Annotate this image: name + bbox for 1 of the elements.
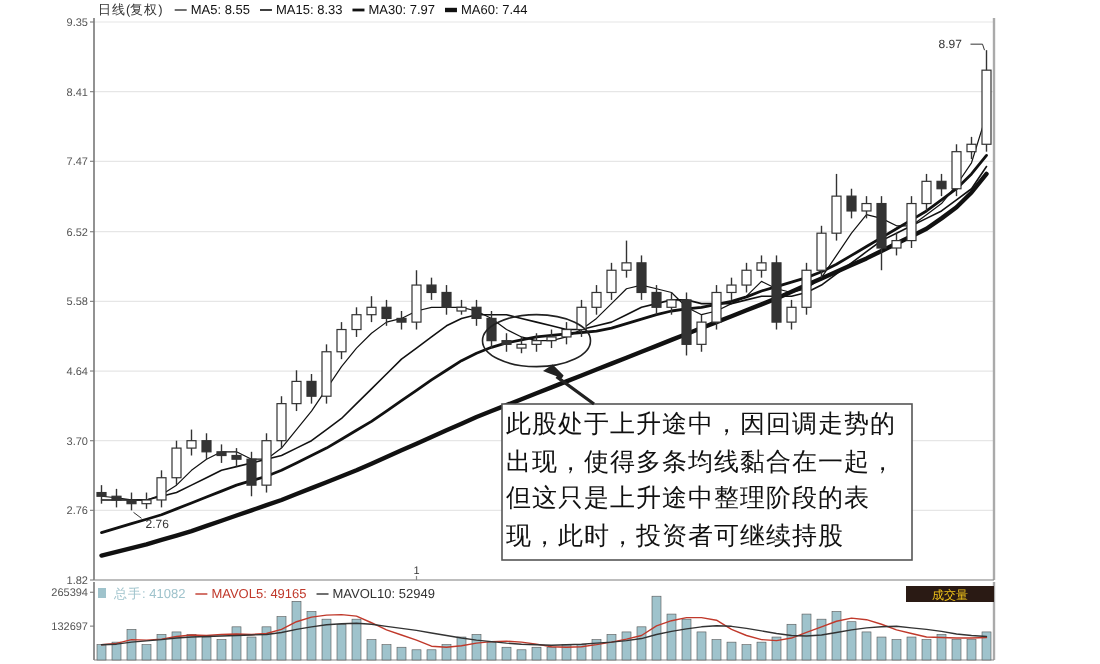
note: 此股处于上升途中，因回调走势的出现，使得多条均线黏合在一起，但这只是上升途中整理阶段的表现，此时，投资者可继续持股 bbox=[501, 403, 913, 561]
